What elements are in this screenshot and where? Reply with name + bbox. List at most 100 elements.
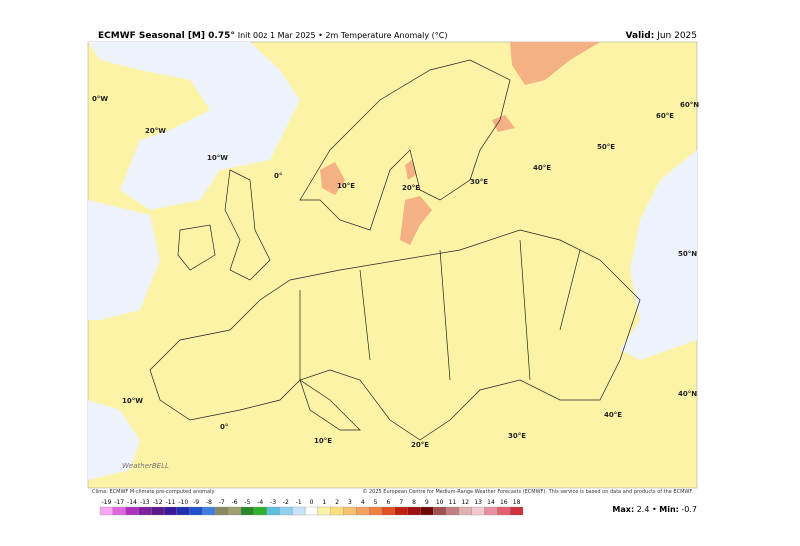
colorbar-swatch (445, 506, 460, 516)
colorbar-swatch (99, 506, 113, 516)
map-labels: 0°W 20°W 10°W 0° 10°E 20°E 30°E 40°E 50°E 60°E 60°… (92, 95, 699, 449)
map-label: 0° (274, 172, 282, 180)
colorbar-label: -5 (244, 499, 250, 506)
colorbar-label: 6 (386, 499, 390, 506)
colorbar-swatch (228, 506, 242, 516)
map-label: 60°N (680, 101, 699, 109)
colorbar-swatch (407, 506, 421, 516)
colorbar-swatch (151, 506, 165, 516)
colorbar-label: -11 (166, 499, 176, 506)
map-label: 40°E (533, 164, 551, 172)
colorbar-swatch (125, 506, 139, 516)
colorbar-label: 5 (374, 499, 378, 506)
colorbar-label: -10 (178, 499, 188, 506)
colorbar-label: -13 (140, 499, 150, 506)
map-label: 10°E (337, 182, 355, 190)
footer-left: Clima: ECMWF M-climate pre-computed anom… (92, 489, 214, 495)
colorbar-label: 10 (436, 499, 444, 506)
colorbar-swatch (317, 506, 331, 516)
colorbar-swatch (484, 506, 498, 516)
map-label: 10°W (207, 154, 228, 162)
colorbar-label: 8 (412, 499, 416, 506)
colorbar-label: -1 (296, 499, 302, 506)
watermark: WeatherBELL (122, 462, 169, 470)
valid-label: Valid: (626, 31, 655, 41)
colorbar-swatch (394, 506, 408, 516)
colorbar-label: -9 (193, 499, 199, 506)
colorbar-label: 1 (322, 499, 326, 506)
colorbar-label: 12 (461, 499, 469, 506)
colorbar-swatch (279, 506, 293, 516)
valid-value: Jun 2025 (656, 31, 697, 41)
map-label: 0°W (92, 95, 108, 103)
colorbar-label: 13 (474, 499, 482, 506)
min-label: Min: (659, 505, 679, 514)
map-label: 60°E (656, 112, 674, 120)
map-label: 30°E (508, 432, 526, 440)
colorbar-label: -3 (270, 499, 276, 506)
colorbar-label: -12 (153, 499, 163, 506)
map-label: 10°W (122, 397, 143, 405)
colorbar-label: 3 (348, 499, 352, 506)
colorbar-label: 18 (513, 499, 521, 506)
colorbar-label: -2 (283, 499, 289, 506)
colorbar-swatch (112, 506, 126, 516)
colorbar-swatch (163, 506, 178, 516)
colorbar-swatch (356, 506, 370, 516)
colorbar-swatch (510, 506, 524, 516)
colorbar-swatch (138, 506, 152, 516)
map-label: 10°E (314, 437, 332, 445)
colorbar-label: 14 (487, 499, 495, 506)
map-label: 30°E (470, 178, 488, 186)
valid: Valid: Jun 2025 (626, 31, 697, 41)
map-label: 40°N (678, 390, 697, 398)
colorbar-label: 2 (335, 499, 339, 506)
colorbar-label: 16 (500, 499, 508, 506)
colorbar-swatch (266, 506, 280, 516)
colorbar-label: -8 (206, 499, 212, 506)
stats: Max: 2.4 • Min: -0.7 (612, 505, 697, 514)
map-label: 0° (220, 423, 228, 431)
colorbar-swatch (471, 506, 485, 516)
colorbar-swatch (458, 506, 472, 516)
colorbar-label: 9 (425, 499, 429, 506)
colorbar-label: -6 (232, 499, 238, 506)
min-value: -0.7 (681, 505, 697, 514)
colorbar-swatch (304, 506, 319, 516)
colorbar-swatch (369, 506, 383, 516)
colorbar-swatch (176, 506, 190, 516)
colorbar-label: -17 (114, 499, 124, 506)
map (87, 41, 698, 489)
colorbar-label: -7 (219, 499, 225, 506)
colorbar-swatch (292, 506, 306, 516)
colorbar-label: 0 (310, 499, 314, 506)
max-value: 2.4 (637, 505, 650, 514)
colorbar-label: -19 (102, 499, 112, 506)
colorbar-swatch (433, 506, 447, 516)
colorbar-swatch (189, 506, 203, 516)
colorbar-label: 11 (449, 499, 457, 506)
colorbar-label: 7 (399, 499, 403, 506)
header: ECMWF Seasonal [M] 0.75° Init 00z 1 Mar … (98, 31, 448, 41)
colorbar-swatch (330, 506, 344, 516)
map-label: 20°E (411, 441, 429, 449)
map-label: 50°N (678, 250, 697, 258)
colorbar-label: 4 (361, 499, 365, 506)
colorbar-swatch (215, 506, 229, 516)
colorbar-swatch (381, 506, 395, 516)
colorbar-swatch (420, 506, 434, 516)
colorbar-swatch (497, 506, 511, 516)
colorbar-swatch (253, 506, 267, 516)
colorbar-swatch (240, 506, 254, 516)
subtitle: Init 00z 1 Mar 2025 • 2m Temperature Ano… (238, 31, 448, 40)
map-label: 50°E (597, 143, 615, 151)
max-label: Max: (612, 505, 634, 514)
map-label: 20°E (402, 184, 420, 192)
title: ECMWF Seasonal [M] 0.75° (98, 31, 235, 41)
colorbar-swatch (202, 506, 216, 516)
colorbar-swatch (343, 506, 357, 516)
map-label: 20°W (145, 127, 166, 135)
footer-center: © 2025 European Centre for Medium-Range … (362, 488, 693, 495)
colorbar: -19 -17 -14 -13 -12 -11 -10 -9 -8 -7 -6 -5 -4 -3 -2 -1 0… (99, 499, 524, 516)
